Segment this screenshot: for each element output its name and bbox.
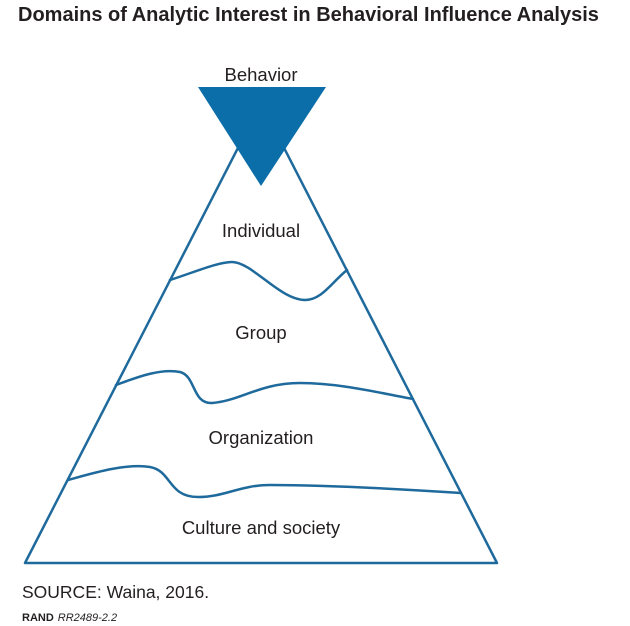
layer-label-culture-and-society: Culture and society — [182, 517, 341, 538]
layer-label-organization: Organization — [209, 427, 314, 448]
pyramid-outline — [23, 101, 499, 565]
layer-label-individual: Individual — [222, 220, 300, 241]
apex-label-behavior: Behavior — [224, 64, 297, 85]
figure-title: Domains of Analytic Interest in Behavior… — [18, 4, 599, 26]
figure-id: RAND RR2489-2.2 — [22, 612, 117, 624]
behavior-apex-triangle — [198, 87, 326, 186]
source-note: SOURCE: Waina, 2016. — [22, 582, 209, 602]
figure-id-publisher: RAND — [22, 612, 54, 624]
layer-label-group: Group — [235, 322, 286, 343]
layer-divider-organization-culture — [66, 464, 463, 499]
layer-divider-individual-group — [168, 260, 349, 302]
pyramid — [23, 101, 499, 565]
figure-id-number: RR2489-2.2 — [58, 612, 117, 624]
layer-divider-group-organization — [114, 369, 415, 405]
